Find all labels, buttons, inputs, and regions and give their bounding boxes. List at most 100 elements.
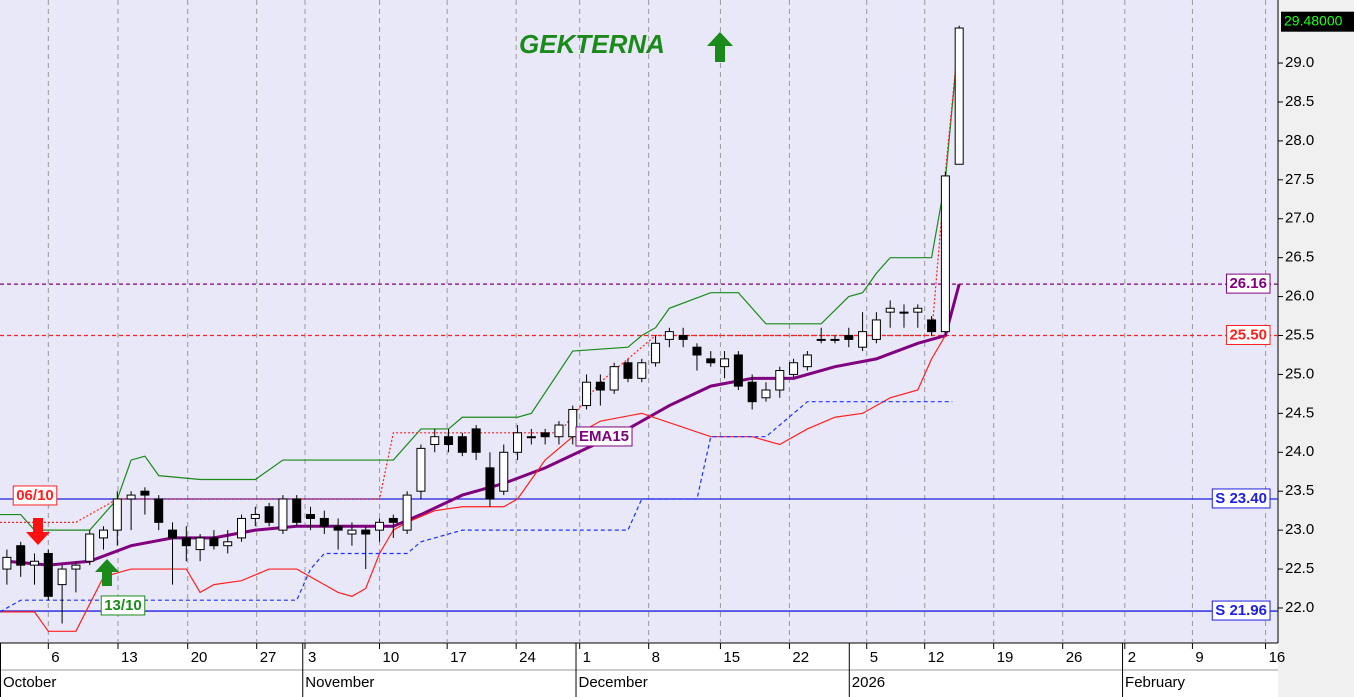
y-tick-label: 26.5 bbox=[1285, 249, 1314, 266]
candle-body bbox=[71, 564, 81, 570]
candle-body bbox=[568, 408, 578, 438]
x-tick-label: 5 bbox=[870, 649, 878, 666]
y-tick-label: 29.0 bbox=[1285, 54, 1314, 71]
candle-body bbox=[651, 342, 661, 364]
candle-body bbox=[789, 362, 799, 375]
candle-body bbox=[678, 335, 688, 340]
candle-body bbox=[775, 370, 785, 391]
level-label: 26.16 bbox=[1229, 275, 1267, 292]
candle-body bbox=[264, 506, 274, 523]
candle-body bbox=[361, 529, 371, 535]
month-label: 2026 bbox=[852, 674, 885, 691]
candle-body bbox=[126, 494, 136, 500]
y-tick-label: 28.0 bbox=[1285, 132, 1314, 149]
month-label: November bbox=[305, 674, 374, 691]
x-tick-label: 10 bbox=[383, 649, 400, 666]
candle-body bbox=[720, 358, 730, 368]
y-tick-label: 28.5 bbox=[1285, 93, 1314, 110]
level-label: S 21.96 bbox=[1215, 602, 1267, 619]
candle-body bbox=[209, 537, 219, 547]
candle-body bbox=[913, 307, 923, 313]
candle-body bbox=[430, 436, 440, 445]
candle-body bbox=[513, 432, 523, 453]
y-tick-label: 25.5 bbox=[1285, 326, 1314, 343]
x-tick-label: 27 bbox=[260, 649, 277, 666]
x-tick-label: 19 bbox=[997, 649, 1014, 666]
candle-body bbox=[402, 494, 412, 531]
candle-body bbox=[457, 436, 467, 453]
candle-body bbox=[595, 381, 605, 391]
candle-body bbox=[57, 568, 67, 586]
level-label-box bbox=[1211, 488, 1271, 509]
candle-body bbox=[250, 514, 260, 519]
candle-body bbox=[526, 436, 536, 439]
candle-body bbox=[540, 432, 550, 438]
candle-body bbox=[319, 517, 329, 527]
y-tick-label: 22.0 bbox=[1285, 599, 1314, 616]
candle-body bbox=[306, 514, 316, 519]
candle-body bbox=[664, 331, 674, 340]
candle-body bbox=[16, 545, 26, 566]
level-label-box bbox=[1225, 273, 1271, 294]
x-tick-label: 26 bbox=[1066, 649, 1083, 666]
annotations: EMA15 06/10 13/10 29.48000 bbox=[12, 11, 1354, 616]
last-price-label: 29.48000 bbox=[1284, 12, 1343, 28]
candle-body bbox=[278, 498, 288, 531]
x-tick-label: 2 bbox=[1128, 649, 1136, 666]
candle-body bbox=[375, 521, 385, 531]
x-tick-label: 3 bbox=[308, 649, 316, 666]
x-tick-label: 6 bbox=[51, 649, 59, 666]
candle-body bbox=[471, 428, 481, 453]
chart-title: GEKTERNA bbox=[519, 29, 665, 59]
last-price-box bbox=[1281, 11, 1354, 32]
candle-body bbox=[858, 331, 868, 348]
x-tick-label: 20 bbox=[191, 649, 208, 666]
candle-body bbox=[954, 27, 964, 165]
x-tick-label: 12 bbox=[928, 649, 945, 666]
candle-body bbox=[885, 307, 895, 313]
candle-body bbox=[99, 529, 109, 539]
signal-label: 06/10 bbox=[16, 487, 54, 504]
candle-body bbox=[154, 498, 164, 523]
candle-body bbox=[168, 529, 178, 539]
x-tick-label: 1 bbox=[583, 649, 591, 666]
candle-body bbox=[2, 556, 12, 570]
candle-body bbox=[899, 311, 909, 314]
candle-body bbox=[195, 537, 205, 551]
month-label: October bbox=[3, 674, 56, 691]
candle-body bbox=[816, 338, 826, 341]
candle-body bbox=[940, 175, 950, 333]
indicator-line bbox=[0, 31, 960, 531]
signal-label-box bbox=[100, 595, 146, 616]
y-tick-label: 27.5 bbox=[1285, 171, 1314, 188]
y-axis-panel bbox=[1278, 0, 1354, 697]
levels: 26.16 25.50 S 23.40 S 21.96 bbox=[0, 273, 1278, 621]
candle-body bbox=[347, 529, 357, 535]
candle-body bbox=[85, 533, 95, 562]
candle-body bbox=[181, 537, 191, 547]
y-tick-label: 24.5 bbox=[1285, 404, 1314, 421]
candle-body bbox=[927, 319, 937, 333]
month-label: February bbox=[1125, 674, 1186, 691]
x-tick-label: 13 bbox=[121, 649, 138, 666]
y-tick-label: 23.5 bbox=[1285, 482, 1314, 499]
sell-arrow bbox=[26, 518, 50, 545]
indicator-line bbox=[0, 335, 946, 632]
grid bbox=[47, 0, 1267, 643]
candle-body bbox=[623, 362, 633, 379]
candles bbox=[2, 25, 964, 624]
candle-body bbox=[388, 517, 398, 523]
candle-body bbox=[444, 436, 454, 445]
y-tick-label: 23.0 bbox=[1285, 521, 1314, 538]
candle-body bbox=[140, 490, 150, 496]
candle-body bbox=[609, 366, 619, 391]
y-tick-label: 25.0 bbox=[1285, 365, 1314, 382]
candle-body bbox=[871, 319, 881, 340]
candle-body bbox=[554, 424, 564, 438]
candle-body bbox=[499, 451, 509, 492]
candle-body bbox=[761, 389, 771, 399]
y-tick-label: 24.0 bbox=[1285, 443, 1314, 460]
y-tick-label: 26.0 bbox=[1285, 288, 1314, 305]
x-tick-label: 8 bbox=[652, 649, 660, 666]
candle-body bbox=[692, 346, 702, 356]
